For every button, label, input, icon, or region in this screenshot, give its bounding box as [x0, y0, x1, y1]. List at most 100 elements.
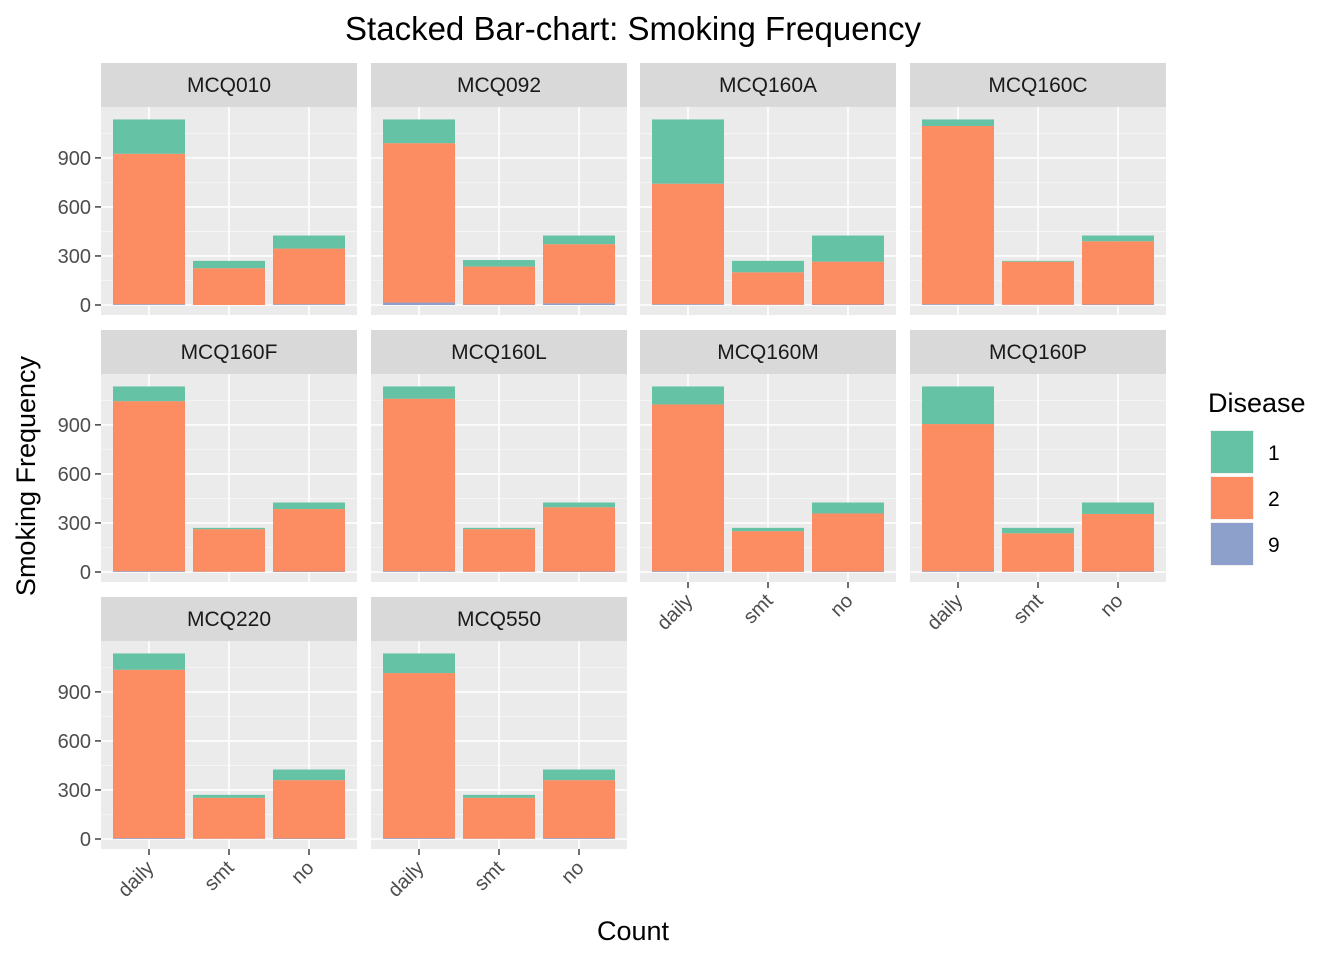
x-tick-label: smt: [739, 590, 778, 629]
bar-segment-disease-9: [652, 571, 724, 572]
bar-segment-disease-1: [732, 527, 804, 532]
facet-strip: [371, 63, 627, 107]
bar-segment-disease-2: [113, 401, 185, 572]
facet-panel: MCQ092: [371, 63, 627, 315]
bar-segment-disease-2: [113, 669, 185, 839]
x-tick-label: daily: [384, 857, 429, 902]
x-tick-label: smt: [1009, 590, 1048, 629]
facet-panel: MCQ160L: [371, 330, 627, 582]
bar-segment-disease-1: [732, 260, 804, 273]
facet-title: MCQ160A: [719, 74, 817, 97]
bar-segment-disease-9: [273, 304, 345, 305]
bar-segment-disease-2: [812, 513, 884, 572]
bar-segment-disease-2: [1002, 533, 1074, 572]
bar-segment-disease-1: [922, 119, 994, 126]
bar-segment-disease-1: [273, 235, 345, 249]
bar-segment-disease-1: [812, 502, 884, 514]
facet-strip: [640, 63, 896, 107]
facet-strip: [640, 330, 896, 374]
x-tick-label: daily: [923, 590, 968, 635]
y-tick-label: 600: [58, 464, 91, 486]
bar-segment-disease-2: [652, 404, 724, 572]
bar-segment-disease-9: [383, 571, 455, 572]
legend: Disease 1 2 9: [1208, 388, 1306, 566]
bar-segment-disease-2: [463, 266, 535, 305]
bar-segment-disease-2: [273, 509, 345, 572]
x-tick-label: smt: [470, 857, 509, 896]
bar-segment-disease-1: [463, 527, 535, 530]
bar-segment-disease-9: [383, 302, 455, 305]
bar-segment-disease-9: [652, 304, 724, 305]
facet-title: MCQ092: [457, 74, 541, 97]
bar-segment-disease-2: [193, 268, 265, 305]
bar-segment-disease-2: [463, 797, 535, 839]
bar-segment-disease-1: [383, 386, 455, 399]
bar-segment-disease-1: [383, 653, 455, 674]
x-tick-label: no: [287, 857, 318, 888]
bar-segment-disease-1: [273, 769, 345, 781]
facet-title: MCQ220: [187, 608, 271, 631]
bar-segment-disease-1: [652, 386, 724, 405]
bar-segment-disease-9: [922, 304, 994, 305]
legend-swatch: [1211, 523, 1253, 565]
bar-segment-disease-2: [543, 780, 615, 839]
bar-segment-disease-1: [113, 653, 185, 670]
bar-segment-disease-2: [113, 153, 185, 305]
facet-strip: [371, 330, 627, 374]
bar-segment-disease-2: [463, 529, 535, 572]
facet-strip: [101, 63, 357, 107]
facet-title: MCQ160M: [717, 341, 819, 364]
bar-segment-disease-1: [193, 527, 265, 530]
bar-segment-disease-2: [1082, 513, 1154, 572]
x-tick-label: daily: [114, 857, 159, 902]
facet-title: MCQ010: [187, 74, 271, 97]
facet-strip: [101, 597, 357, 641]
bar-segment-disease-2: [732, 272, 804, 305]
bar-segment-disease-2: [812, 261, 884, 305]
bar-segment-disease-1: [463, 794, 535, 798]
bar-segment-disease-2: [543, 244, 615, 304]
bar-segment-disease-2: [652, 183, 724, 305]
bar-segment-disease-1: [1082, 235, 1154, 242]
y-tick-label: 300: [58, 513, 91, 535]
x-tick-label: no: [826, 590, 857, 621]
facet-panel: MCQ160F 0 300 600 900: [58, 330, 357, 584]
y-tick-label: 900: [58, 148, 91, 170]
y-tick-label: 0: [80, 295, 91, 317]
bar-segment-disease-2: [543, 507, 615, 572]
bar-segment-disease-1: [812, 235, 884, 262]
bar-segment-disease-1: [193, 260, 265, 269]
y-axis-label: Smoking Frequency: [11, 355, 41, 596]
legend-swatch: [1211, 477, 1253, 519]
bar-segment-disease-9: [922, 571, 994, 572]
facet-strip: [371, 597, 627, 641]
bar-segment-disease-1: [113, 119, 185, 154]
bar-segment-disease-1: [1082, 502, 1154, 514]
bar-segment-disease-2: [193, 529, 265, 572]
facet-panel: MCQ550 daily smt no: [371, 597, 627, 902]
y-tick-label: 600: [58, 731, 91, 753]
bar-segment-disease-2: [922, 424, 994, 572]
bar-segment-disease-2: [1002, 261, 1074, 305]
legend-swatch: [1211, 431, 1253, 473]
facet-panel: MCQ160P daily smt no: [910, 330, 1166, 635]
facet-title: MCQ160P: [989, 341, 1087, 364]
y-tick-label: 0: [80, 829, 91, 851]
bar-segment-disease-1: [273, 502, 345, 510]
bar-segment-disease-1: [543, 769, 615, 781]
y-tick-label: 300: [58, 780, 91, 802]
bar-segment-disease-1: [463, 260, 535, 267]
panels-group: MCQ010 0 300 600 900 MCQ092 MCQ160A MCQ160C MCQ1…: [58, 63, 1166, 902]
bar-segment-disease-2: [193, 797, 265, 839]
x-axis-label: Count: [597, 916, 670, 946]
bar-segment-disease-2: [732, 531, 804, 572]
bar-segment-disease-1: [1002, 260, 1074, 262]
bar-segment-disease-9: [113, 571, 185, 572]
bar-segment-disease-2: [1082, 241, 1154, 305]
facet-title: MCQ160L: [451, 341, 547, 364]
bar-segment-disease-2: [922, 125, 994, 305]
x-tick-label: no: [1096, 590, 1127, 621]
facet-strip: [910, 330, 1166, 374]
facet-title: MCQ160F: [181, 341, 278, 364]
